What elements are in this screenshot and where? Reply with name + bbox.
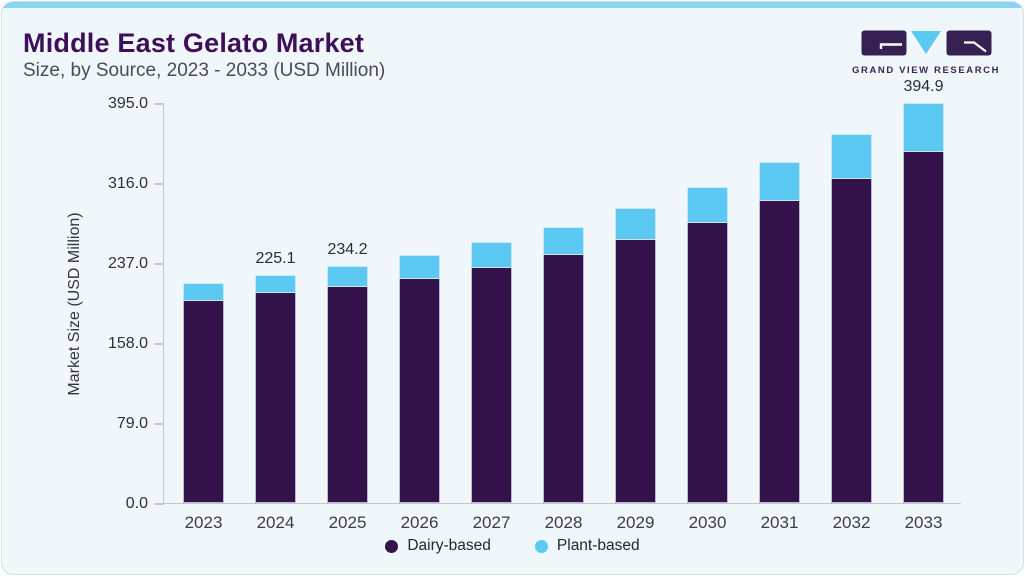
legend-label: Dairy-based xyxy=(407,537,491,554)
stacked-bar-2024 xyxy=(255,275,296,503)
x-tick-label: 2023 xyxy=(184,513,223,532)
bar-value-label: 225.1 xyxy=(255,250,296,267)
bar-segment-plant-based xyxy=(615,208,656,240)
legend-item-plant-based: Plant-based xyxy=(534,537,640,555)
y-tick-mark xyxy=(155,183,164,185)
y-tick-mark xyxy=(155,423,164,425)
page-title: Middle East Gelato Market xyxy=(23,28,365,58)
bar-segment-dairy-based xyxy=(687,223,728,503)
bar-segment-plant-based xyxy=(255,275,296,293)
y-axis-title: Market Size (USD Million) xyxy=(66,212,83,396)
legend-marker-icon xyxy=(534,539,548,553)
x-tick-label: 2028 xyxy=(544,513,583,532)
bar-segment-plant-based xyxy=(759,162,800,201)
bar-segment-plant-based xyxy=(903,103,944,152)
x-tick-label: 2026 xyxy=(400,513,439,532)
stacked-bar-2026 xyxy=(399,255,440,503)
legend-marker-icon xyxy=(385,539,399,553)
page-subtitle: Size, by Source, 2023 - 2033 (USD Millio… xyxy=(23,60,386,81)
legend-item-dairy-based: Dairy-based xyxy=(385,537,491,555)
bar-segment-dairy-based xyxy=(183,301,224,503)
y-tick-label: 158.0 xyxy=(107,335,148,352)
bar-segment-plant-based xyxy=(327,266,368,287)
x-tick-label: 2033 xyxy=(904,513,943,532)
stacked-bar-2023 xyxy=(183,283,224,503)
bar-segment-dairy-based xyxy=(831,179,872,503)
stacked-bar-2033 xyxy=(903,103,944,503)
bar-segment-plant-based xyxy=(399,255,440,279)
brand-logo-text: GRAND VIEW RESEARCH xyxy=(852,65,1001,76)
bar-segment-plant-based xyxy=(543,227,584,255)
legend-label: Plant-based xyxy=(556,537,640,554)
x-tick-label: 2027 xyxy=(472,513,511,532)
bar-segment-dairy-based xyxy=(471,268,512,503)
y-tick-label: 79.0 xyxy=(116,415,148,432)
stacked-bar-2031 xyxy=(759,162,800,503)
bar-segment-dairy-based xyxy=(327,287,368,503)
y-tick-mark xyxy=(155,503,164,505)
grand-view-research-logo-icon xyxy=(861,30,991,56)
bar-segment-dairy-based xyxy=(543,255,584,503)
bar-segment-dairy-based xyxy=(615,240,656,503)
y-tick-label: 0.0 xyxy=(125,495,148,512)
stacked-bar-2025 xyxy=(327,266,368,503)
bar-segment-dairy-based xyxy=(759,201,800,503)
y-tick-label: 316.0 xyxy=(107,175,148,192)
x-tick-label: 2031 xyxy=(760,513,799,532)
brand-logo: GRAND VIEW RESEARCH xyxy=(852,30,1000,76)
bar-segment-dairy-based xyxy=(399,279,440,503)
y-tick-mark xyxy=(155,263,164,265)
bar-segment-dairy-based xyxy=(903,152,944,503)
x-tick-label: 2025 xyxy=(328,513,367,532)
y-tick-label: 237.0 xyxy=(107,255,148,272)
x-tick-label: 2032 xyxy=(832,513,871,532)
bar-value-label: 394.9 xyxy=(903,78,944,95)
chart-legend: Dairy-based Plant-based xyxy=(2,537,1023,555)
top-accent-bar xyxy=(2,2,1023,8)
bar-segment-dairy-based xyxy=(255,293,296,503)
stacked-bar-2027 xyxy=(471,242,512,503)
bar-segment-plant-based xyxy=(183,283,224,301)
y-tick-label: 395.0 xyxy=(107,95,148,112)
bar-segment-plant-based xyxy=(687,187,728,223)
stacked-bar-2028 xyxy=(543,227,584,503)
bar-value-label: 234.2 xyxy=(327,241,368,258)
plot-area: 395.0 316.0 237.0 158.0 79.0 0.0 2023 225.1 2024… xyxy=(108,78,961,532)
stacked-bar-2029 xyxy=(615,208,656,503)
x-tick-label: 2030 xyxy=(688,513,727,532)
bar-segment-plant-based xyxy=(471,242,512,268)
x-tick-label: 2029 xyxy=(616,513,655,532)
y-tick-mark xyxy=(155,343,164,345)
stacked-bar-2030 xyxy=(687,187,728,503)
y-tick-mark xyxy=(155,103,164,105)
bar-segment-plant-based xyxy=(831,134,872,179)
stacked-bar-2032 xyxy=(831,134,872,503)
x-tick-label: 2024 xyxy=(256,513,295,532)
